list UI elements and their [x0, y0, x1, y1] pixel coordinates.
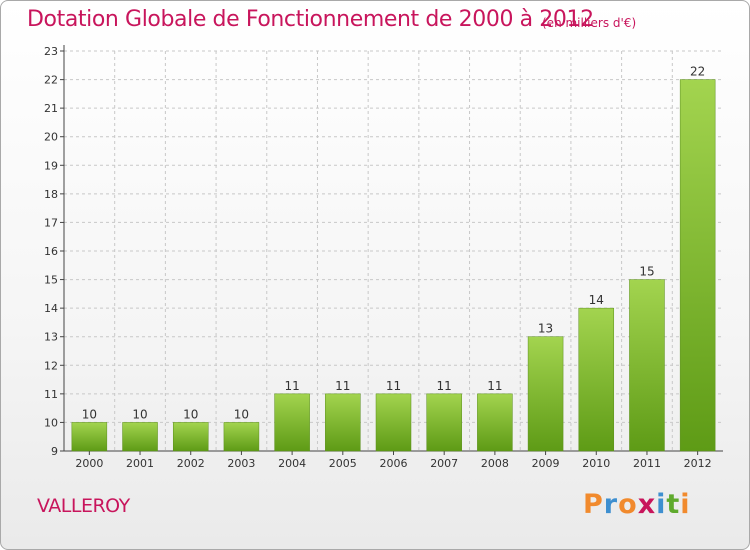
y-tick-label: 9: [51, 445, 58, 458]
x-tick-label: 2006: [380, 457, 408, 470]
x-tick-label: 2011: [633, 457, 661, 470]
logo-letter: o: [618, 489, 638, 520]
bar: [426, 393, 462, 452]
data-label: 11: [386, 379, 401, 393]
bars: [71, 79, 716, 452]
commune-name: VALLEROY: [37, 495, 130, 517]
logo-letter: t: [666, 489, 681, 520]
bar: [172, 422, 209, 452]
x-tick-label: 2007: [430, 457, 458, 470]
data-label: 11: [437, 379, 452, 393]
bar: [527, 336, 564, 452]
x-tick-label: 2004: [278, 457, 306, 470]
bar: [375, 393, 412, 452]
x-tick-label: 2002: [177, 457, 205, 470]
x-tick-label: 2008: [481, 457, 509, 470]
data-label: 11: [487, 379, 502, 393]
grid-lines: [64, 50, 723, 451]
x-tick-label: 2010: [582, 457, 610, 470]
logo-letter: r: [603, 489, 619, 520]
y-tick-label: 19: [44, 159, 58, 172]
bar: [274, 393, 310, 452]
y-tick-label: 21: [44, 102, 58, 115]
logo-letter: P: [583, 489, 604, 520]
y-tick-label: 12: [44, 359, 58, 372]
data-label: 10: [183, 407, 198, 421]
data-label: 22: [690, 65, 705, 79]
x-tick-label: 2009: [532, 457, 560, 470]
y-tick-label: 17: [44, 216, 58, 229]
data-label: 10: [82, 407, 97, 421]
data-label: 11: [335, 379, 350, 393]
y-tick-label: 11: [44, 388, 58, 401]
bar: [223, 422, 260, 452]
x-tick-label: 2000: [75, 457, 103, 470]
data-label: 10: [234, 407, 249, 421]
y-tick-label: 14: [44, 302, 58, 315]
bar: [477, 393, 513, 452]
logo-letter: x: [637, 489, 657, 520]
y-tick-label: 13: [44, 331, 58, 344]
bar: [71, 422, 108, 452]
y-tick-label: 18: [44, 188, 58, 201]
y-tick-label: 23: [44, 45, 58, 58]
proxiti-logo[interactable]: Proxiti: [583, 489, 691, 520]
x-tick-label: 2001: [126, 457, 154, 470]
y-tick-label: 20: [44, 131, 58, 144]
bar: [578, 307, 615, 452]
logo-letter: i: [680, 489, 691, 520]
chart-title: Dotation Globale de Fonctionnement de 20…: [27, 7, 594, 32]
chart-subtitle: (en milliers d'€): [542, 16, 637, 30]
bar: [679, 79, 716, 452]
y-tick-label: 22: [44, 74, 58, 87]
x-tick-label: 2012: [684, 457, 712, 470]
bar: [325, 393, 361, 452]
data-labels: 10 10 10 10 11 11 11 11 11 13 14 15 22: [82, 65, 706, 422]
data-label: 11: [284, 379, 299, 393]
data-label: 15: [639, 265, 654, 279]
data-label: 10: [132, 407, 147, 421]
bar: [122, 422, 158, 452]
axes: 9 10 11 12 13 14 15 16 17 18 19 20 21 22 23 2000 2001 200…: [44, 45, 723, 470]
x-tick-label: 2003: [227, 457, 255, 470]
data-label: 13: [538, 322, 553, 336]
y-tick-label: 10: [44, 416, 58, 429]
y-tick-label: 16: [44, 245, 58, 258]
data-label: 14: [589, 293, 604, 307]
logo-letter: i: [656, 489, 667, 520]
y-tick-label: 15: [44, 274, 58, 287]
bar: [629, 279, 665, 452]
x-tick-label: 2005: [329, 457, 357, 470]
